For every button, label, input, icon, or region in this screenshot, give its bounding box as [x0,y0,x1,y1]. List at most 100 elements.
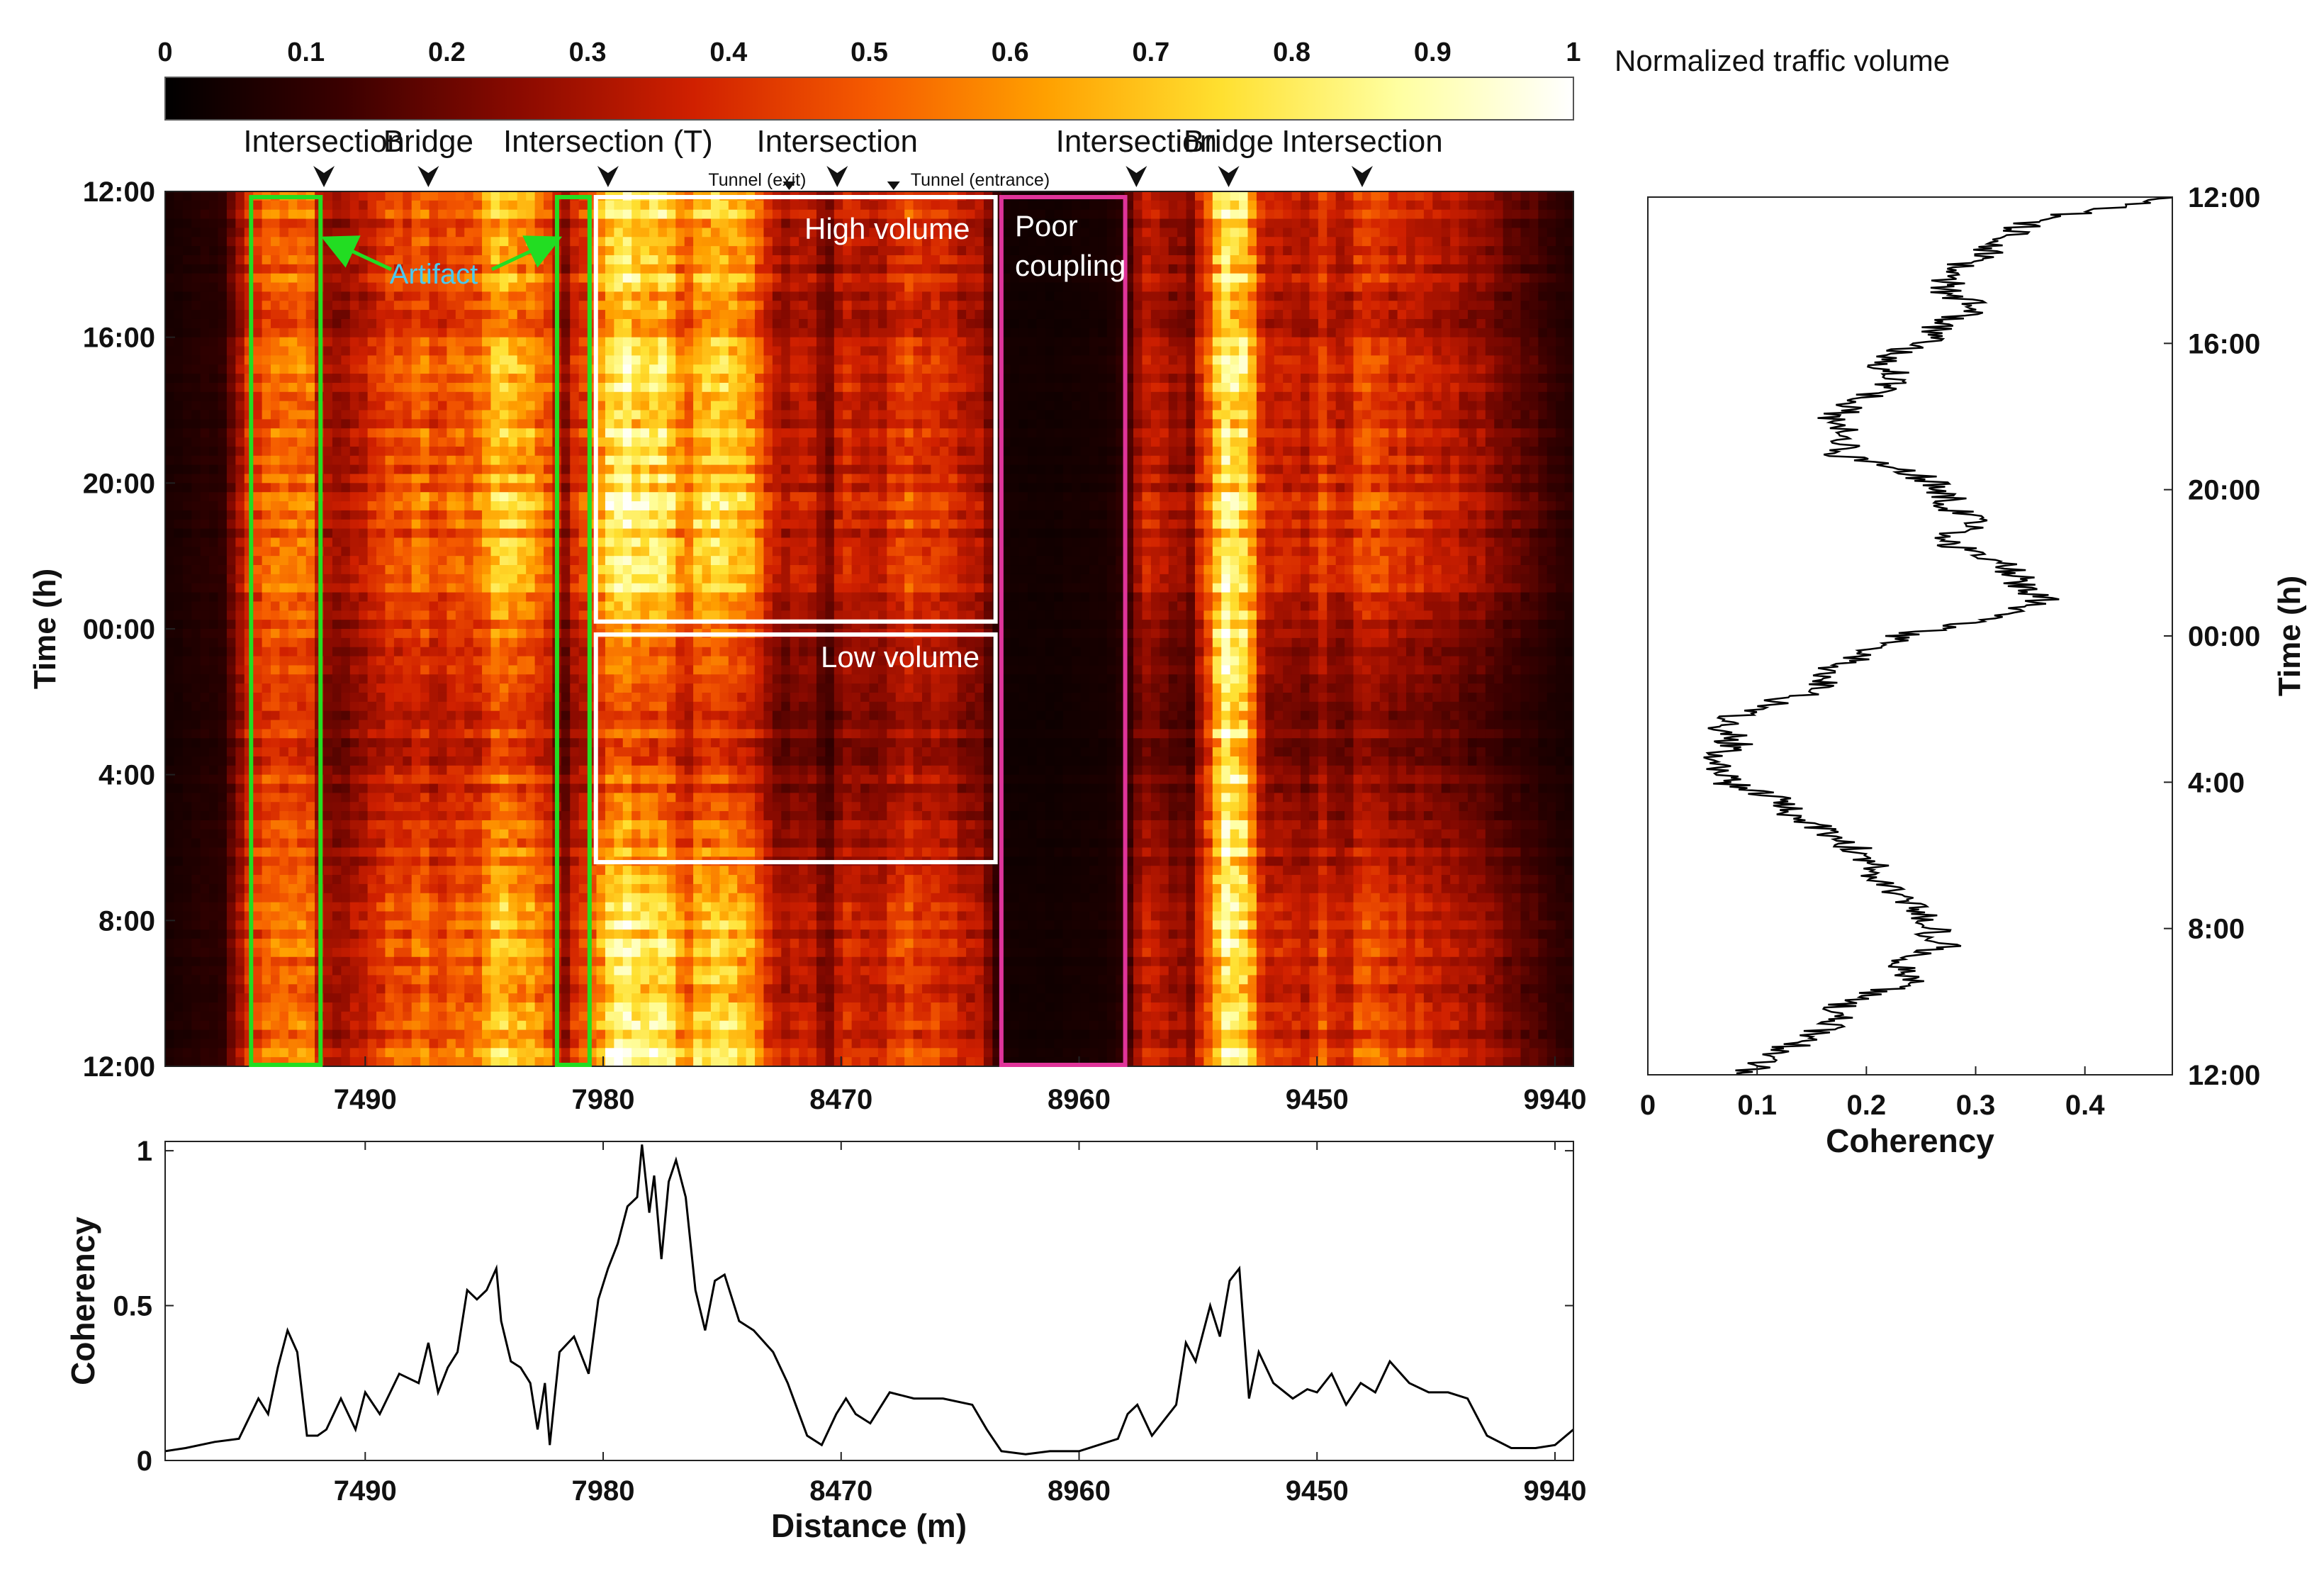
heatmap-cell [464,720,474,730]
heatmap-cell [218,328,228,338]
heatmap-cell [165,592,175,603]
heatmap-cell [455,510,465,520]
heatmap-cell [482,883,492,894]
heatmap-cell [174,547,184,557]
heatmap-cell [235,747,245,757]
heatmap-cell [297,674,307,684]
heatmap-cell [279,337,289,347]
heatmap-cell [209,291,219,301]
heatmap-cell [165,793,175,803]
heatmap-cell [534,474,544,484]
heatmap-cell [218,1048,228,1058]
heatmap-cell [526,200,536,211]
heatmap-cell [508,893,518,903]
heatmap-cell [473,710,483,721]
heatmap-cell [526,547,536,557]
heatmap-cell [253,738,263,748]
heatmap-cell [526,920,536,930]
heatmap-cell [332,583,342,593]
heatmap-cell [437,674,447,684]
heatmap-cell [411,875,421,885]
heatmap-cell [218,856,228,866]
heatmap-cell [614,674,624,684]
heatmap-cell [332,264,342,274]
heatmap-cell [218,829,228,839]
heatmap-cell [437,547,447,557]
heatmap-cell [605,883,614,894]
heatmap-cell [262,683,271,693]
heatmap-cell [367,956,377,967]
heatmap-cell [614,437,624,447]
heatmap-cell [420,191,430,201]
heatmap-cell [393,984,403,994]
heatmap-cell [490,710,500,721]
heatmap-cell [367,391,377,402]
heatmap-cell [182,291,192,301]
heatmap-cell [526,464,536,475]
heatmap-cell [578,647,588,657]
heatmap-cell [393,939,403,949]
heatmap-cell [596,984,606,994]
heatmap-cell [490,310,500,320]
heatmap-cell [526,209,536,220]
heatmap-cell [393,665,403,675]
heatmap-cell [349,956,359,967]
heatmap-cell [262,729,271,739]
heatmap-cell [262,1020,271,1031]
heatmap-cell [534,620,544,630]
heatmap-cell [359,337,369,347]
heatmap-cell [490,966,500,976]
heatmap-cell [235,519,245,530]
heatmap-cell [367,847,377,857]
heatmap-cell [578,993,588,1003]
heatmap-cell [517,783,527,793]
heatmap-cell [455,883,465,894]
heatmap-cell [508,984,518,994]
heatmap-cell [517,391,527,402]
heatmap-cell [411,483,421,493]
heatmap-cell [403,519,412,530]
heatmap-cell [200,237,210,247]
heatmap-cell [367,310,377,320]
heatmap-cell [455,984,465,994]
heatmap-cell [455,710,465,721]
heatmap-cell [499,820,509,830]
heatmap-cell [455,793,465,803]
heatmap-cell [359,501,369,511]
heatmap-cell [297,1029,307,1040]
heatmap-cell [332,774,342,785]
heatmap-cell [209,929,219,939]
heatmap-cell [349,939,359,949]
heatmap-cell [235,464,245,475]
heatmap-cell [349,629,359,639]
heatmap-cell [182,665,192,675]
heatmap-cell [508,1020,518,1031]
heatmap-cell [305,209,315,220]
heatmap-cell [473,574,483,584]
heatmap-cell [174,656,184,666]
heatmap-cell [490,883,500,894]
heatmap-cell [174,355,184,365]
heatmap-cell [447,556,456,566]
heatmap-cell [429,401,439,411]
heatmap-cell [253,318,263,329]
heatmap-cell [279,665,289,675]
heatmap-cell [262,428,271,438]
heatmap-cell [526,574,536,584]
heatmap-cell [534,656,544,666]
heatmap-cell [297,374,307,384]
heatmap-cell [403,629,412,639]
heatmap-cell [279,437,289,447]
heatmap-cell [226,1048,236,1058]
heatmap-cell [447,464,456,475]
heatmap-cell [534,811,544,821]
heatmap-cell [429,802,439,812]
heatmap-cell [420,547,430,557]
heatmap-cell [490,255,500,265]
heatmap-cell [526,455,536,466]
heatmap-cell [420,1048,430,1058]
heatmap-cell [464,382,474,393]
heatmap-cell [235,446,245,457]
heatmap-cell [605,209,614,220]
heatmap-cell [323,866,333,876]
